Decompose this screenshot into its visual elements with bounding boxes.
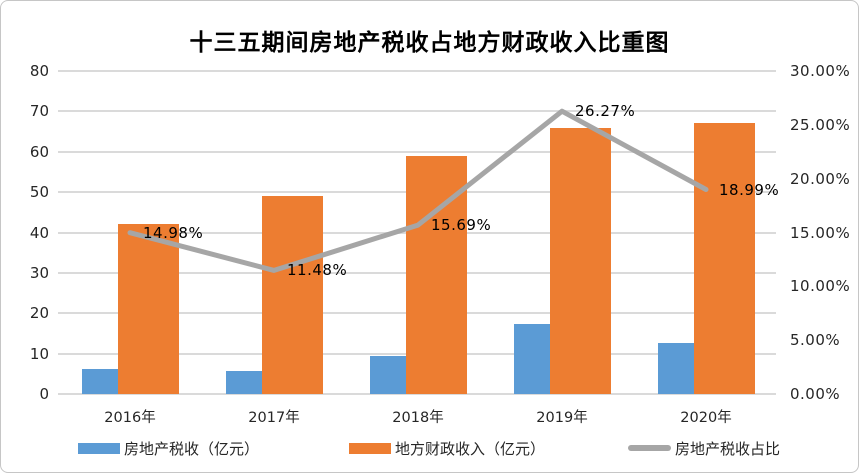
bar-房地产税收（亿元）-2020年 (658, 342, 694, 394)
legend-label: 房地产税收（亿元） (124, 439, 260, 458)
bar-房地产税收（亿元）-2019年 (514, 324, 550, 394)
line-data-label: 14.98% (143, 223, 204, 242)
bar-地方财政收入（亿元）-2019年 (550, 127, 611, 394)
line-data-label: 26.27% (575, 102, 636, 121)
y-axis-right-tick: 10.00% (790, 277, 851, 296)
x-axis-label: 2020年 (680, 410, 732, 426)
legend-label: 地方财政收入（亿元） (395, 439, 546, 458)
y-axis-right-tick: 20.00% (790, 169, 851, 188)
y-axis-right-tick: 15.00% (790, 223, 851, 242)
y-axis-left-tick: 0 (39, 385, 49, 403)
legend-label: 房地产税收占比 (675, 439, 781, 458)
bar-地方财政收入（亿元）-2018年 (406, 155, 467, 394)
bar-房地产税收（亿元）-2018年 (370, 356, 406, 394)
bar-房地产税收（亿元）-2017年 (226, 371, 262, 394)
x-axis-label: 2017年 (248, 410, 300, 426)
x-axis-label: 2018年 (392, 410, 444, 426)
line-data-label: 11.48% (287, 261, 348, 280)
gridline (58, 150, 776, 153)
y-axis-left-tick: 80 (29, 62, 49, 80)
legend-item-房地产税收占比: 房地产税收占比 (628, 440, 780, 458)
line-data-label: 18.99% (719, 180, 780, 199)
y-axis-left-tick: 30 (29, 263, 49, 282)
line-data-label: 15.69% (431, 216, 492, 235)
legend-item-房地产税收（亿元）: 房地产税收（亿元） (78, 440, 259, 458)
bar-房地产税收（亿元）-2016年 (82, 368, 118, 394)
y-axis-right-tick: 0.00% (790, 385, 841, 403)
gridline (58, 110, 776, 113)
y-axis-right-tick: 30.00% (790, 62, 851, 80)
gridline (58, 393, 776, 395)
y-axis-left-tick: 70 (29, 102, 49, 121)
legend-swatch-bar (349, 442, 391, 454)
legend-item-地方财政收入（亿元）: 地方财政收入（亿元） (349, 440, 545, 458)
x-axis-label: 2016年 (104, 410, 156, 426)
legend-swatch-line (628, 445, 671, 451)
chart-title: 十三五期间房地产税收占地方财政收入比重图 (189, 30, 670, 56)
bar-地方财政收入（亿元）-2017年 (262, 196, 323, 394)
gridline (58, 70, 776, 72)
bar-地方财政收入（亿元）-2016年 (118, 224, 179, 394)
legend-swatch-bar (78, 442, 120, 454)
bar-地方财政收入（亿元）-2020年 (694, 123, 755, 394)
x-axis-label: 2019年 (536, 410, 588, 426)
y-axis-right-tick: 25.00% (790, 115, 851, 134)
y-axis-right-tick: 5.00% (790, 331, 841, 350)
y-axis-left-tick: 40 (29, 223, 49, 242)
y-axis-left-tick: 10 (29, 344, 49, 363)
y-axis-left-tick: 20 (29, 304, 49, 323)
y-axis-left-tick: 50 (29, 183, 49, 202)
y-axis-left-tick: 60 (29, 142, 49, 161)
